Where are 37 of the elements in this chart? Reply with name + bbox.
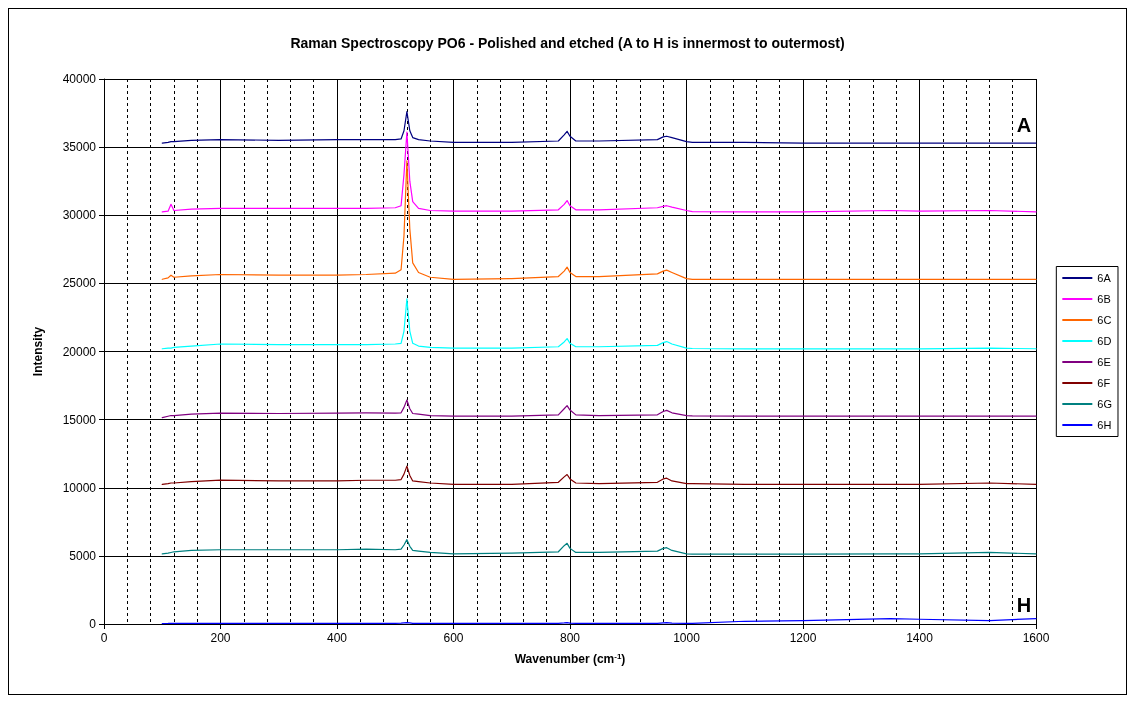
- line-series: [161, 111, 1037, 144]
- y-tick-label: 25000: [62, 276, 97, 291]
- line-series: [161, 298, 1037, 350]
- x-tick-label: 0: [100, 631, 108, 645]
- y-axis-title: Intensity: [31, 326, 45, 377]
- x-tick-label: 400: [326, 631, 348, 645]
- legend-label: 6B: [1097, 293, 1111, 305]
- legend-label: 6H: [1097, 419, 1112, 431]
- y-tick-label: 10000: [62, 480, 97, 495]
- legend-label: 6D: [1097, 335, 1112, 347]
- y-tick-label: 15000: [62, 412, 97, 427]
- chart-title: Raman Spectroscopy PO6 - Polished and etched (A to H is innermost to outermost): [290, 35, 845, 51]
- annotation: H: [1016, 593, 1032, 616]
- y-tick-label: 20000: [62, 344, 97, 359]
- line-series: [161, 399, 1037, 419]
- x-tick-label: 1200: [789, 631, 817, 645]
- x-tick-label: 1600: [1022, 631, 1050, 645]
- legend-label: 6C: [1097, 314, 1112, 326]
- legend-label: 6F: [1097, 377, 1111, 389]
- y-tick-label: 30000: [62, 208, 97, 223]
- x-tick-label: 800: [559, 631, 581, 645]
- y-tick-label: 0: [89, 617, 97, 631]
- x-tick-label: 1000: [673, 631, 701, 645]
- legend-label: 6G: [1097, 398, 1113, 410]
- legend-label: 6A: [1097, 272, 1112, 284]
- y-tick-label: 35000: [62, 140, 97, 155]
- x-tick-label: 200: [210, 631, 231, 645]
- line-series: [161, 131, 1037, 213]
- y-tick-label: 5000: [69, 548, 97, 563]
- line-series: [161, 160, 1037, 280]
- x-tick-label: 1400: [906, 631, 934, 645]
- annotation: A: [1016, 114, 1032, 137]
- line-series: [161, 465, 1037, 485]
- y-tick-label: 40000: [62, 72, 97, 86]
- line-series: [161, 539, 1037, 555]
- x-tick-label: 600: [443, 631, 464, 645]
- legend-label: 6E: [1097, 356, 1111, 368]
